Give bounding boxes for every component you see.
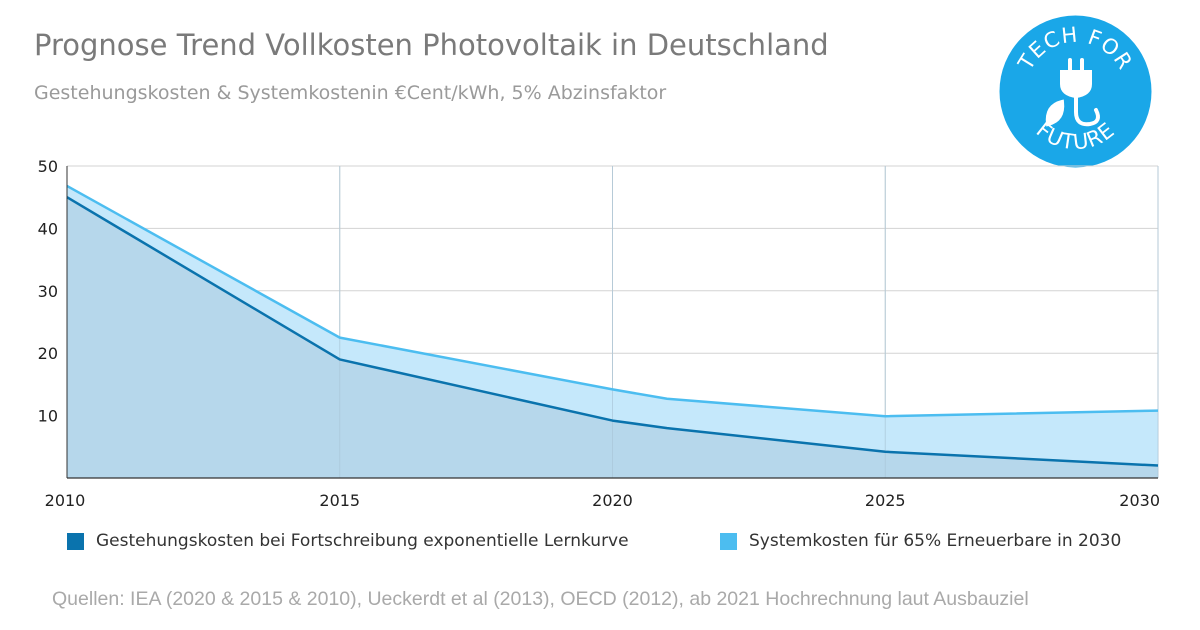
y-tick-labels: 10 20 30 40 50 [38, 157, 58, 426]
y-tick-label: 50 [38, 157, 58, 176]
y-tick-label: 40 [38, 219, 58, 238]
line-systemkosten [66, 184, 1159, 418]
line-gestehungskosten [66, 196, 1159, 467]
legend-swatch-systemkosten [720, 532, 737, 550]
source-note: Quellen: IEA (2020 & 2015 & 2010), Uecke… [52, 588, 1029, 610]
y-tick-label: 30 [38, 282, 58, 301]
chart-subtitle: Gestehungskosten & Systemkostenin €Cent/… [34, 82, 667, 104]
legend-item-systemkosten: Systemkosten für 65% Erneuerbare in 2030 [720, 531, 1121, 551]
legend-label-gestehungskosten: Gestehungskosten bei Fortschreibung expo… [96, 531, 629, 551]
y-tick-label: 20 [38, 344, 58, 363]
chart-lines [66, 184, 1159, 467]
legend-item-gestehungskosten: Gestehungskosten bei Fortschreibung expo… [67, 531, 629, 551]
x-tick-label: 2025 [865, 491, 906, 510]
tech-for-future-logo: TECH FOR FUTURE [999, 15, 1152, 168]
plug-leaf-icon [1045, 58, 1100, 127]
y-tick-label: 10 [38, 407, 58, 426]
chart-axes [66, 166, 1158, 479]
x-tick-labels: 2010 2015 2020 2025 2030 [45, 491, 1160, 510]
x-tick-label: 2030 [1119, 491, 1160, 510]
chart-title: Prognose Trend Vollkosten Photovoltaik i… [34, 28, 829, 62]
x-tick-label: 2020 [592, 491, 633, 510]
x-tick-label: 2015 [319, 491, 360, 510]
x-tick-label: 2010 [45, 491, 86, 510]
legend-swatch-gestehungskosten [67, 532, 84, 550]
legend-label-systemkosten: Systemkosten für 65% Erneuerbare in 2030 [749, 531, 1122, 551]
chart-areas [66, 166, 1159, 478]
